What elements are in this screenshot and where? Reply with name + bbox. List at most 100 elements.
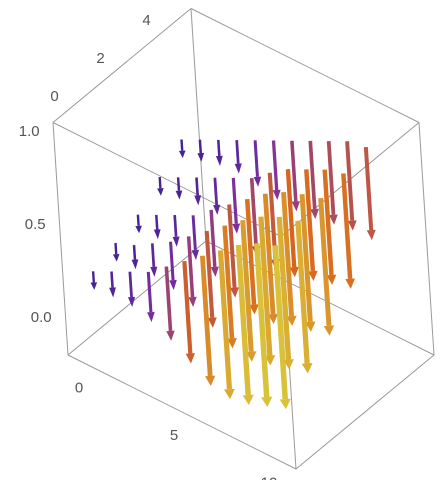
arrow-head: [188, 296, 197, 308]
arrow: [227, 204, 240, 298]
x-tick-label: 10: [261, 474, 278, 480]
arrow: [90, 271, 98, 290]
arrow: [194, 177, 202, 206]
arrow: [217, 250, 235, 400]
arrow-head: [230, 287, 240, 298]
arrow: [240, 220, 257, 362]
z-tick-label: 0.0: [31, 309, 52, 326]
arrow: [276, 216, 294, 370]
arrow: [262, 193, 279, 324]
arrow-shaft: [209, 209, 217, 268]
arrow: [244, 199, 259, 315]
arrow: [191, 215, 200, 260]
arrow: [109, 271, 116, 298]
arrow: [150, 243, 158, 277]
arrow-shaft: [200, 255, 213, 377]
arrow-shaft: [299, 194, 313, 323]
arrow-head: [191, 249, 200, 260]
arrow-shaft: [110, 271, 114, 288]
arrow-shaft: [281, 191, 294, 317]
arrow-shaft: [285, 169, 297, 268]
arrow-shaft: [155, 214, 159, 230]
arrow: [146, 271, 155, 323]
arrow-shaft: [164, 266, 173, 332]
arrow-head: [286, 315, 297, 327]
arrow: [308, 140, 319, 220]
arrow: [200, 255, 216, 386]
box-edge: [190, 8, 420, 123]
arrow-shaft: [91, 271, 96, 283]
arrow-head: [147, 311, 155, 323]
box-edge: [418, 122, 435, 356]
arrow-head: [279, 398, 291, 410]
arrow-shaft: [304, 169, 316, 272]
arrow-head: [224, 388, 235, 400]
box-edge: [67, 354, 297, 470]
arrow-head: [232, 223, 241, 234]
arrow: [215, 139, 223, 166]
arrow-shaft: [136, 214, 140, 226]
y-tick-label: 2: [96, 50, 104, 67]
arrow-head: [207, 317, 217, 328]
arrow-shaft: [249, 177, 258, 247]
arrow-head: [215, 155, 223, 166]
y-tick-label: 4: [142, 12, 150, 29]
arrow: [234, 140, 242, 174]
arrow-head: [310, 208, 319, 220]
arrow: [345, 141, 357, 231]
arrow-head: [127, 296, 136, 308]
arrow-head: [301, 363, 313, 374]
arrow-head: [261, 396, 273, 408]
arrow-shaft: [290, 140, 298, 202]
arrow-shaft: [295, 220, 310, 364]
arrow-head: [150, 266, 158, 277]
box-edge: [295, 354, 435, 470]
arrow: [326, 140, 338, 225]
arrow-shaft: [222, 225, 235, 339]
arrow-shaft: [262, 193, 276, 315]
arrow-shaft: [258, 216, 273, 356]
arrow-shaft: [182, 261, 193, 354]
x-tick-label: 5: [170, 427, 178, 444]
arrow-shaft: [227, 204, 237, 288]
arrow: [169, 241, 177, 291]
arrow: [253, 140, 262, 187]
arrow: [322, 169, 337, 285]
arrow-head: [172, 236, 180, 247]
arrow-shaft: [169, 241, 175, 281]
z-tick-label: 0.5: [25, 216, 46, 233]
box-edge: [52, 8, 192, 123]
arrow-head: [131, 259, 139, 270]
arrow-shaft: [195, 177, 199, 196]
arrow-shaft: [176, 177, 181, 191]
box-edge: [67, 240, 207, 356]
arrow-shaft: [308, 140, 317, 210]
arrow-head: [135, 225, 142, 234]
arrow-head: [366, 229, 376, 241]
arrow-head: [153, 229, 161, 240]
arrow-head: [175, 190, 183, 200]
arrow-shaft: [186, 236, 195, 298]
arrow-shaft: [158, 177, 162, 189]
arrow: [131, 244, 139, 270]
arrow-head: [283, 359, 294, 370]
arrow: [299, 194, 316, 332]
arrow-head: [264, 355, 276, 366]
arrow-shaft: [173, 215, 178, 237]
arrow-head: [197, 152, 205, 163]
arrow: [295, 220, 313, 374]
arrow-shaft: [271, 140, 279, 191]
arrow-shaft: [276, 216, 292, 360]
arrow-head: [272, 189, 281, 201]
arrow-shaft: [322, 169, 334, 276]
arrow-head: [289, 266, 299, 278]
arrow-head: [326, 274, 337, 285]
arrow-shaft: [345, 141, 355, 221]
arrow-head: [345, 278, 355, 289]
arrow-head: [329, 214, 338, 225]
arrow-head: [185, 353, 195, 364]
arrow-head: [178, 150, 186, 159]
arrow-head: [194, 195, 202, 206]
arrow: [290, 140, 300, 212]
